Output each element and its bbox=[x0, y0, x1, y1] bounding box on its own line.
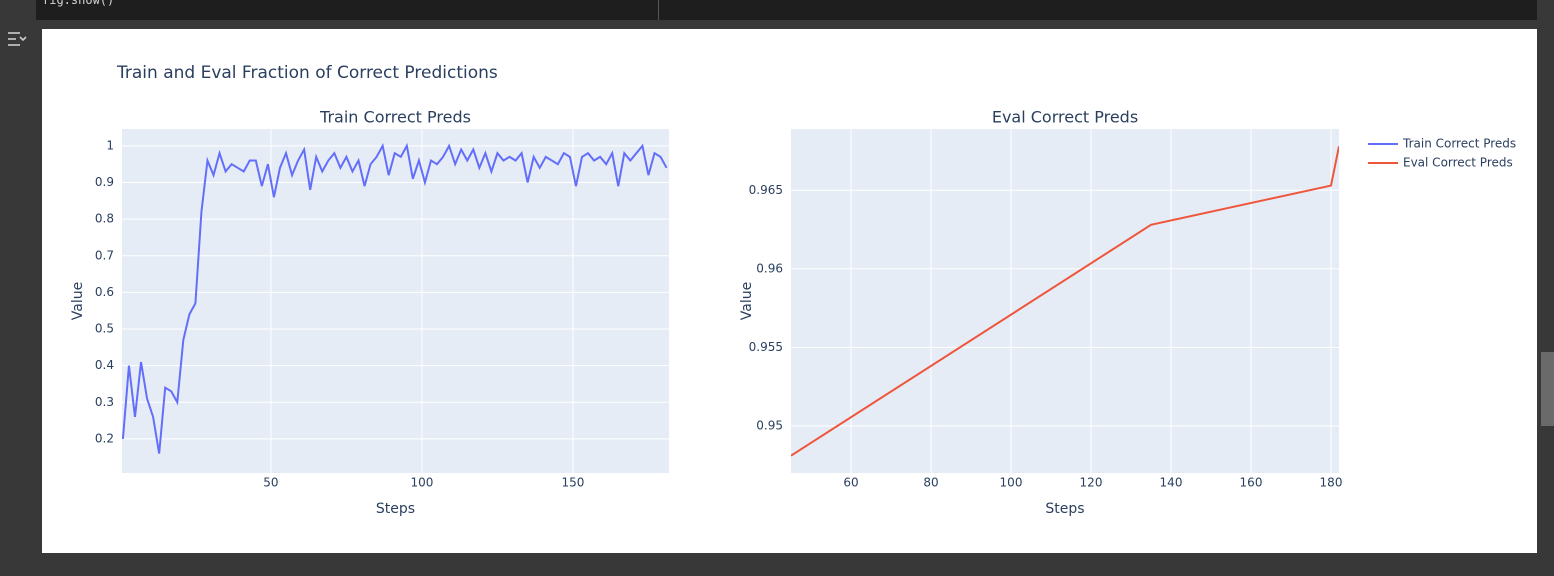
subplot-title: Eval Correct Preds bbox=[992, 108, 1138, 127]
x-tick-label: 80 bbox=[923, 476, 938, 490]
y-tick-label: 0.955 bbox=[749, 340, 783, 354]
legend-label: Eval Correct Preds bbox=[1403, 156, 1513, 170]
output-toggle-icon[interactable] bbox=[4, 28, 28, 50]
x-tick-label: 50 bbox=[263, 476, 278, 490]
plot-background bbox=[791, 129, 1339, 473]
x-axis-label: Steps bbox=[1045, 501, 1084, 517]
plot-background bbox=[122, 129, 669, 473]
y-tick-label: 0.7 bbox=[95, 248, 114, 262]
y-tick-label: 0.95 bbox=[756, 418, 783, 432]
y-tick-label: 0.9 bbox=[95, 175, 114, 189]
output-area: Train and Eval Fraction of Correct Predi… bbox=[42, 29, 1537, 553]
y-axis-label: Value bbox=[70, 282, 86, 320]
legend-label: Train Correct Preds bbox=[1402, 137, 1516, 151]
figure: Train and Eval Fraction of Correct Predi… bbox=[70, 63, 1516, 517]
y-axis-label: Value bbox=[739, 282, 755, 320]
y-tick-label: 0.2 bbox=[95, 431, 114, 445]
x-tick-label: 100 bbox=[1000, 476, 1023, 490]
x-tick-label: 140 bbox=[1160, 476, 1183, 490]
x-tick-label: 150 bbox=[561, 476, 584, 490]
y-tick-label: 0.3 bbox=[95, 395, 114, 409]
x-tick-label: 160 bbox=[1240, 476, 1263, 490]
line bbox=[791, 146, 1339, 457]
x-axis-label: Steps bbox=[376, 501, 415, 517]
scrollbar-thumb[interactable] bbox=[1541, 352, 1554, 426]
y-tick-label: 0.5 bbox=[95, 322, 114, 336]
y-tick-label: 0.965 bbox=[749, 183, 783, 197]
y-tick-label: 0.6 bbox=[95, 285, 114, 299]
divider bbox=[658, 0, 659, 20]
code-text: fig.show() bbox=[42, 0, 115, 7]
y-tick-label: 0.4 bbox=[95, 358, 114, 372]
code-cell: fig.show() bbox=[36, 0, 1537, 20]
x-tick-label: 100 bbox=[410, 476, 433, 490]
x-tick-label: 180 bbox=[1320, 476, 1343, 490]
y-tick-label: 1 bbox=[106, 138, 114, 152]
y-tick-label: 0.96 bbox=[756, 261, 783, 275]
figure-title: Train and Eval Fraction of Correct Predi… bbox=[116, 63, 498, 83]
subplot-title: Train Correct Preds bbox=[319, 108, 471, 127]
y-tick-label: 0.8 bbox=[95, 212, 114, 226]
x-tick-label: 60 bbox=[843, 476, 858, 490]
x-tick-label: 120 bbox=[1080, 476, 1103, 490]
line bbox=[122, 142, 668, 454]
